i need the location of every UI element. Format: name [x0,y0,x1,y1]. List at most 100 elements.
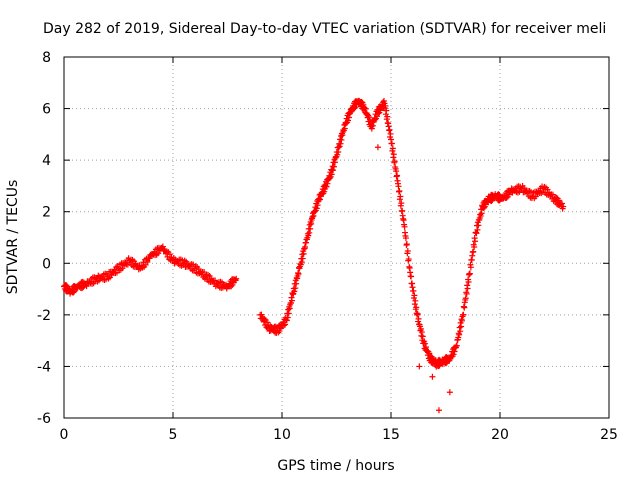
data-point [398,200,405,207]
data-point [506,191,513,198]
data-point [295,270,302,277]
data-point [403,241,410,248]
data-point [429,373,436,380]
y-tick-label: 6 [42,102,51,118]
data-point [478,210,485,217]
data-point [366,114,373,121]
data-point [261,316,268,323]
data-point [549,191,556,198]
data-point [560,203,567,210]
data-point [233,275,240,282]
data-point [351,105,358,112]
data-point [458,323,465,330]
data-point [258,311,265,318]
axis-ticks [63,56,610,419]
data-point [450,351,457,358]
data-point [394,172,401,179]
x-tick-label: 5 [169,427,178,443]
data-point [292,285,299,292]
data-point [390,151,397,158]
data-point [414,310,421,317]
data-point [383,107,390,114]
data-point [298,259,305,266]
y-tick-label: 4 [42,153,51,169]
data-point [462,295,469,302]
data-point [461,304,468,311]
data-point [457,328,464,335]
data-point [467,264,474,271]
data-point [558,200,565,207]
data-point [419,333,426,340]
data-point [402,235,409,242]
data-point [285,310,292,317]
y-tick-label: 2 [42,205,51,221]
data-point [410,287,417,294]
x-tick-label: 10 [273,427,291,443]
data-point [415,315,422,322]
data-point [412,297,419,304]
data-point [375,110,382,117]
data-point [408,273,415,280]
data-point [272,323,279,330]
data-point [470,248,477,255]
chart-title: Day 282 of 2019, Sidereal Day-to-day VTE… [43,21,606,37]
data-point [264,319,271,326]
data-point [369,122,376,129]
data-point [323,183,330,190]
data-point [282,321,289,328]
data-point [471,243,478,250]
data-point [389,145,396,152]
data-points [61,97,567,414]
data-point [411,292,418,299]
data-point [446,389,453,396]
data-point [435,407,442,414]
data-point [288,297,295,304]
data-point [418,329,425,336]
data-point [283,317,290,324]
data-point [395,183,402,190]
data-point [305,232,312,239]
data-point [314,202,321,209]
data-point [284,314,291,321]
x-axis-label: GPS time / hours [277,458,394,474]
data-point [397,193,404,200]
data-point [386,126,393,133]
data-point [291,288,298,295]
data-point [396,187,403,194]
data-point [387,130,394,137]
data-point [475,222,482,229]
data-point [473,230,480,237]
data-point [477,213,484,220]
data-point [464,285,471,292]
data-point [166,251,173,258]
data-point [465,278,472,285]
data-point [391,158,398,165]
data-point [70,289,77,296]
y-tick-label: -6 [37,411,51,427]
data-point [426,350,433,357]
data-point [321,188,328,195]
plot-frame [63,56,610,419]
data-point [299,255,306,262]
data-point [413,304,420,311]
data-point [472,238,479,245]
data-point [401,223,408,230]
data-point [331,163,338,170]
y-tick-label: 0 [42,256,51,272]
data-point [368,125,375,132]
data-point [382,102,389,109]
data-point [337,140,344,147]
data-point [460,311,467,318]
data-point [456,331,463,338]
data-point [280,322,287,329]
data-point [404,247,411,254]
data-point [334,151,341,158]
data-point [388,140,395,147]
data-point [555,197,562,204]
data-point [63,282,70,289]
data-point [480,204,487,211]
data-point [144,258,151,265]
data-point [307,225,314,232]
x-tick-label: 0 [60,427,69,443]
